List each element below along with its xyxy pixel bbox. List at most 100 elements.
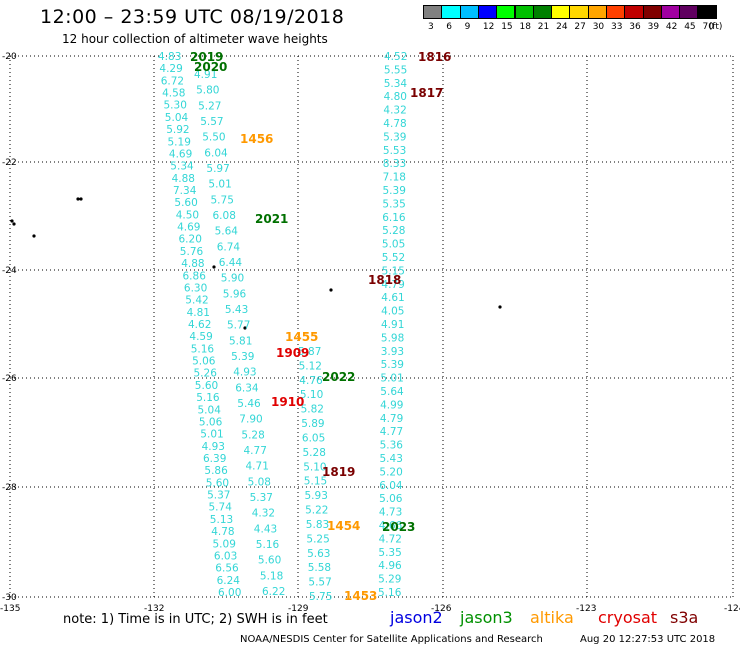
- pass-time-label: 2022: [322, 370, 355, 384]
- wave-height-value: 4.69: [169, 149, 192, 161]
- lat-tick-label: -28: [2, 483, 17, 493]
- wave-height-value: 5.80: [196, 85, 219, 97]
- wave-height-value: 5.01: [200, 429, 223, 441]
- wave-height-value: 5.39: [231, 351, 254, 363]
- wave-height-value: 5.60: [258, 555, 281, 567]
- legend-label: 18: [519, 22, 531, 32]
- wave-height-value: 5.74: [209, 502, 233, 514]
- wave-height-value: 5.22: [305, 505, 328, 517]
- wave-height-value: 5.05: [382, 239, 405, 251]
- satellite-name: s3a: [670, 608, 699, 627]
- wave-height-value: 4.29: [159, 63, 182, 75]
- wave-height-value: 5.60: [174, 197, 197, 209]
- wave-height-value: 5.16: [196, 392, 220, 404]
- credit-line: NOAA/NESDIS Center for Satellite Applica…: [240, 634, 543, 645]
- pass-time-label: 1455: [285, 330, 318, 344]
- wave-height-value: 4.32: [252, 508, 275, 520]
- wave-height-value: 5.13: [210, 514, 233, 526]
- wave-height-value: 5.96: [223, 288, 247, 300]
- wave-height-value: 5.35: [378, 547, 401, 559]
- wave-height-value: 5.35: [382, 198, 405, 210]
- wave-height-value: 5.01: [380, 373, 403, 385]
- wave-height-value: 5.86: [204, 465, 228, 477]
- wave-height-value: 6.05: [302, 433, 325, 445]
- wave-height-value: 5.90: [221, 273, 244, 285]
- wave-height-value: 5.28: [241, 429, 264, 441]
- legend-label: 12: [482, 22, 495, 32]
- wave-height-value: 5.04: [165, 112, 189, 124]
- wave-height-value: 6.08: [213, 210, 236, 222]
- legend-label: 33: [611, 22, 623, 32]
- wave-height-value: 5.63: [307, 548, 330, 560]
- wave-height-value: 5.39: [383, 185, 406, 197]
- wave-height-value: 5.04: [198, 404, 222, 416]
- wave-height-value: 5.19: [168, 136, 191, 148]
- legend-label: 15: [501, 22, 513, 32]
- wave-height-value: 4.77: [380, 426, 403, 438]
- legend-swatch: [697, 5, 717, 19]
- wave-height-value: 4.78: [383, 118, 406, 130]
- wave-height-value: 5.52: [382, 252, 405, 264]
- pass-time-label: 1909: [276, 346, 309, 360]
- wave-height-value: 4.78: [211, 526, 234, 538]
- wave-height-value: 5.50: [202, 132, 225, 144]
- satellite-name: cryosat: [598, 608, 658, 627]
- lat-tick-label: -26: [2, 374, 17, 384]
- wave-height-value: 4.93: [202, 441, 225, 453]
- wave-height-value: 5.89: [301, 418, 324, 430]
- legend-label: 27: [574, 22, 586, 32]
- wave-height-value: 5.29: [378, 574, 401, 586]
- wave-height-value: 4.59: [189, 331, 212, 343]
- wave-height-value: 6.34: [235, 382, 259, 394]
- wave-height-value: 3.93: [381, 346, 404, 358]
- wave-height-value: 5.37: [250, 492, 273, 504]
- island-dot: [329, 288, 333, 292]
- wave-height-value: 5.16: [378, 587, 402, 599]
- wave-height-value: 6.56: [215, 563, 239, 575]
- lat-tick-label: -24: [2, 266, 17, 276]
- wave-height-value: 5.60: [195, 380, 218, 392]
- legend-label: 36: [629, 22, 641, 32]
- wave-height-value: 5.18: [260, 570, 283, 582]
- wave-height-value: 5.58: [308, 562, 331, 574]
- wave-height-value: 5.55: [384, 64, 407, 76]
- wave-height-value: 4.43: [254, 523, 277, 535]
- wave-height-value: 5.09: [213, 538, 236, 550]
- wave-height-value: 5.76: [180, 246, 204, 258]
- altimeter-tracks: 4.834.296.724.585.305.045.925.194.695.34…: [158, 51, 407, 603]
- wave-height-value: 5.36: [380, 440, 404, 452]
- pass-time-label: 2021: [255, 212, 288, 226]
- page-title: 12:00 – 23:59 UTC 08/19/2018: [40, 6, 345, 28]
- legend-label: 6: [446, 22, 453, 32]
- legend-label: 9: [464, 22, 471, 32]
- wave-height-value: 4.91: [381, 319, 404, 331]
- wave-height-value: 5.15: [382, 265, 405, 277]
- wave-height-value: 4.88: [181, 258, 204, 270]
- wave-height-value: 5.10: [303, 461, 326, 473]
- wave-height-value: 6.22: [262, 586, 285, 598]
- wave-height-value: 5.37: [207, 490, 230, 502]
- island-dot: [32, 234, 36, 238]
- wave-height-value: 4.58: [162, 88, 185, 100]
- wave-height-value: 5.10: [300, 389, 323, 401]
- wave-height-value: 5.57: [308, 577, 331, 589]
- wave-height-value: 4.61: [381, 292, 404, 304]
- wave-height-value: 5.81: [229, 335, 252, 347]
- lat-tick-label: -20: [2, 52, 17, 62]
- wave-height-value: 6.86: [183, 270, 207, 282]
- wave-height-value: 6.72: [161, 75, 184, 87]
- wave-height-value: 4.62: [188, 319, 211, 331]
- lon-tick-label: -123: [576, 604, 596, 614]
- island-dot: [12, 222, 16, 226]
- island-dot: [212, 265, 216, 269]
- wave-height-value: 5.98: [381, 332, 404, 344]
- wave-height-value: 6.00: [218, 587, 241, 599]
- wave-height-value: 4.05: [381, 306, 404, 318]
- wave-height-value: 5.64: [380, 386, 404, 398]
- wave-height-value: 7.34: [173, 185, 197, 197]
- pass-time-label: 1817: [410, 86, 443, 100]
- wave-height-value: 6.24: [217, 575, 241, 587]
- wave-height-value: 4.50: [176, 209, 199, 221]
- pass-time-label: 1818: [368, 273, 401, 287]
